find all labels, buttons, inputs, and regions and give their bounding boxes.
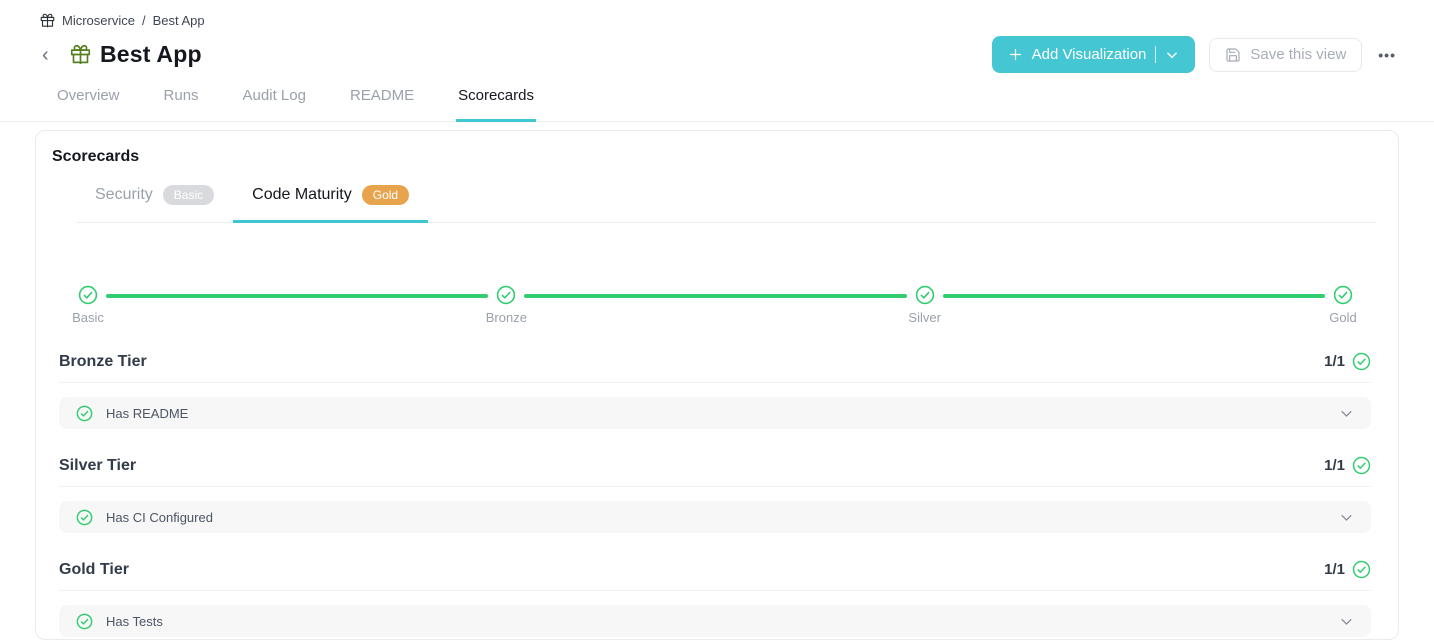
chevron-down-icon[interactable] — [1165, 48, 1179, 62]
check-circle-icon — [76, 405, 93, 422]
chevron-down-icon[interactable] — [1339, 614, 1354, 629]
add-visualization-label: Add Visualization — [1031, 46, 1147, 63]
subtab-code-maturity-label: Code Maturity — [252, 186, 352, 203]
tab-overview[interactable]: Overview — [57, 87, 120, 104]
tier-section-bronze: Bronze Tier 1/1 Has README — [59, 352, 1371, 429]
rule-label: Has README — [106, 405, 189, 421]
tab-runs[interactable]: Runs — [163, 87, 199, 104]
step-connector — [106, 294, 489, 298]
tier-score-value: 1/1 — [1324, 353, 1345, 370]
microservice-gift-icon — [40, 13, 55, 28]
tier-title: Bronze Tier — [59, 352, 147, 370]
tier-header: Silver Tier 1/1 — [59, 456, 1371, 475]
save-view-button[interactable]: Save this view — [1209, 37, 1363, 72]
tier-score-value: 1/1 — [1324, 561, 1345, 578]
divider — [59, 486, 1371, 487]
check-circle-icon — [76, 613, 93, 630]
breadcrumb-entity: Best App — [152, 13, 205, 28]
breadcrumb-separator: / — [141, 13, 146, 28]
divider — [59, 382, 1371, 383]
back-button[interactable]: ‹ — [42, 44, 64, 66]
check-circle-icon — [1352, 456, 1371, 475]
chevron-down-icon[interactable] — [1339, 406, 1354, 421]
tab-readme[interactable]: README — [349, 87, 415, 104]
rule-label: Has Tests — [106, 613, 163, 629]
add-visualization-button[interactable]: Add Visualization — [991, 36, 1196, 73]
tier-header: Bronze Tier 1/1 — [59, 352, 1371, 371]
rule-label: Has CI Configured — [106, 509, 213, 525]
tier-title: Gold Tier — [59, 560, 129, 578]
tier-score: 1/1 — [1324, 560, 1371, 579]
tier-score: 1/1 — [1324, 456, 1371, 475]
code-maturity-level-badge: Gold — [361, 185, 410, 205]
step-connector — [524, 294, 907, 298]
subtab-code-maturity[interactable]: Code Maturity Gold — [233, 179, 429, 223]
tier-header: Gold Tier 1/1 — [59, 560, 1371, 579]
step-basic: Basic — [72, 285, 104, 325]
scorecards-card: Scorecards Security Basic Code Maturity … — [35, 130, 1399, 640]
step-label: Gold — [1329, 310, 1357, 325]
entity-gift-icon — [70, 44, 91, 65]
save-icon — [1225, 47, 1241, 63]
more-options-button[interactable]: ••• — [1376, 43, 1398, 67]
step-label: Basic — [72, 310, 104, 325]
check-circle-icon — [76, 509, 93, 526]
save-view-label: Save this view — [1250, 46, 1347, 63]
entity-tabs: Overview Runs Audit Log README Scorecard… — [0, 87, 1434, 122]
tier-section-silver: Silver Tier 1/1 Has CI Configured — [59, 456, 1371, 533]
tab-scorecards[interactable]: Scorecards — [456, 87, 536, 122]
check-circle-icon — [1333, 285, 1353, 305]
tier-title: Silver Tier — [59, 456, 137, 474]
step-label: Silver — [908, 310, 941, 325]
step-bronze: Bronze — [486, 285, 527, 325]
step-connector — [942, 294, 1325, 298]
divider — [59, 590, 1371, 591]
breadcrumb: Microservice / Best App — [0, 0, 1434, 28]
subtab-security[interactable]: Security Basic — [76, 179, 233, 223]
check-circle-icon — [496, 285, 516, 305]
tab-audit-log[interactable]: Audit Log — [242, 87, 306, 104]
scorecard-subtabs: Security Basic Code Maturity Gold — [76, 179, 1376, 223]
breadcrumb-blueprint[interactable]: Microservice — [62, 13, 135, 28]
entity-header: ‹ Best App Add Visualization — [0, 28, 1434, 73]
tier-section-gold: Gold Tier 1/1 Has Tests — [59, 560, 1371, 637]
security-level-badge: Basic — [162, 185, 215, 205]
step-label: Bronze — [485, 310, 527, 325]
rule-row-has-ci-configured[interactable]: Has CI Configured — [59, 501, 1371, 533]
check-circle-icon — [78, 285, 98, 305]
button-divider — [1155, 46, 1157, 63]
tier-score-value: 1/1 — [1324, 457, 1345, 474]
tier-progress-stepper: Basic Bronze Silver Gold — [72, 285, 1357, 325]
check-circle-icon — [1352, 560, 1371, 579]
page-title: Best App — [100, 41, 202, 67]
rule-row-has-tests[interactable]: Has Tests — [59, 605, 1371, 637]
step-gold: Gold — [1329, 285, 1357, 325]
check-circle-icon — [1352, 352, 1371, 371]
plus-icon — [1008, 47, 1023, 62]
header-actions: Add Visualization Save this view ••• — [991, 36, 1398, 73]
card-title: Scorecards — [52, 148, 140, 165]
chevron-down-icon[interactable] — [1339, 510, 1354, 525]
check-circle-icon — [915, 285, 935, 305]
tier-score: 1/1 — [1324, 352, 1371, 371]
rule-row-has-readme[interactable]: Has README — [59, 397, 1371, 429]
subtab-security-label: Security — [95, 186, 153, 203]
step-silver: Silver — [908, 285, 941, 325]
